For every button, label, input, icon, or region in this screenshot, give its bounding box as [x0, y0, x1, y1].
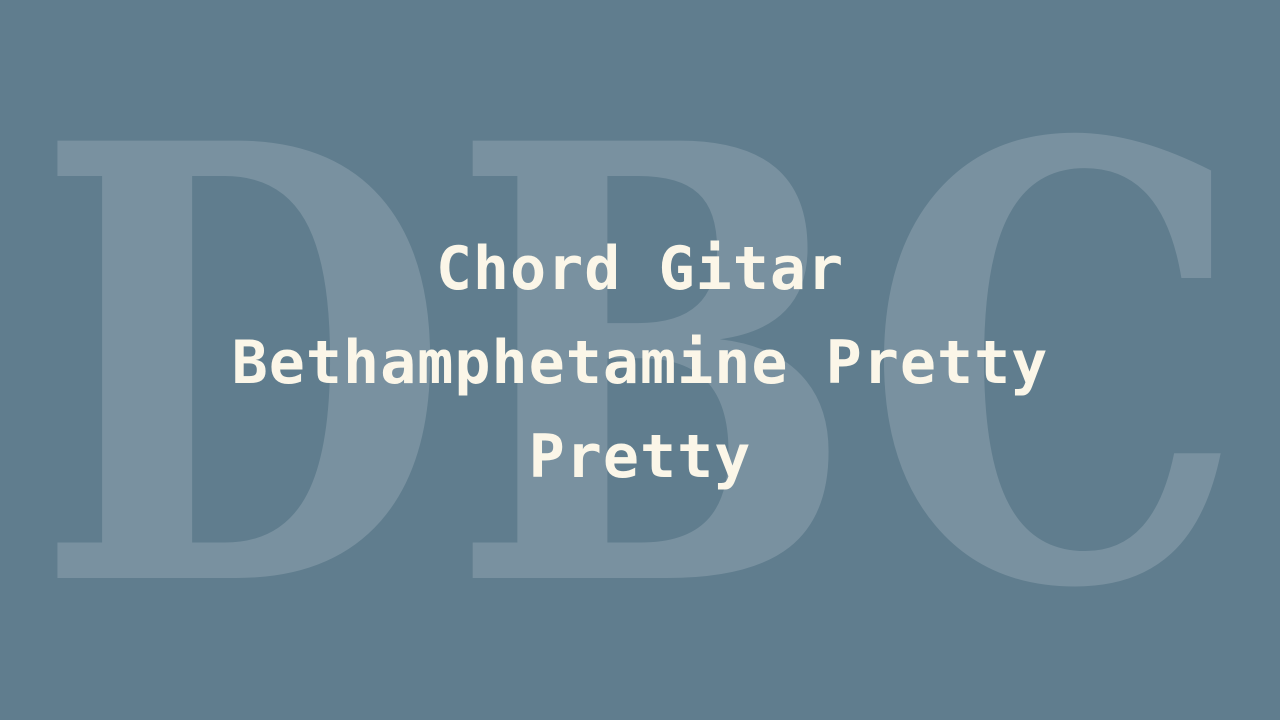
title-container: Chord Gitar Bethamphetamine Pretty Prett… — [0, 222, 1280, 504]
post-title: Chord Gitar Bethamphetamine Pretty Prett… — [231, 234, 1049, 492]
